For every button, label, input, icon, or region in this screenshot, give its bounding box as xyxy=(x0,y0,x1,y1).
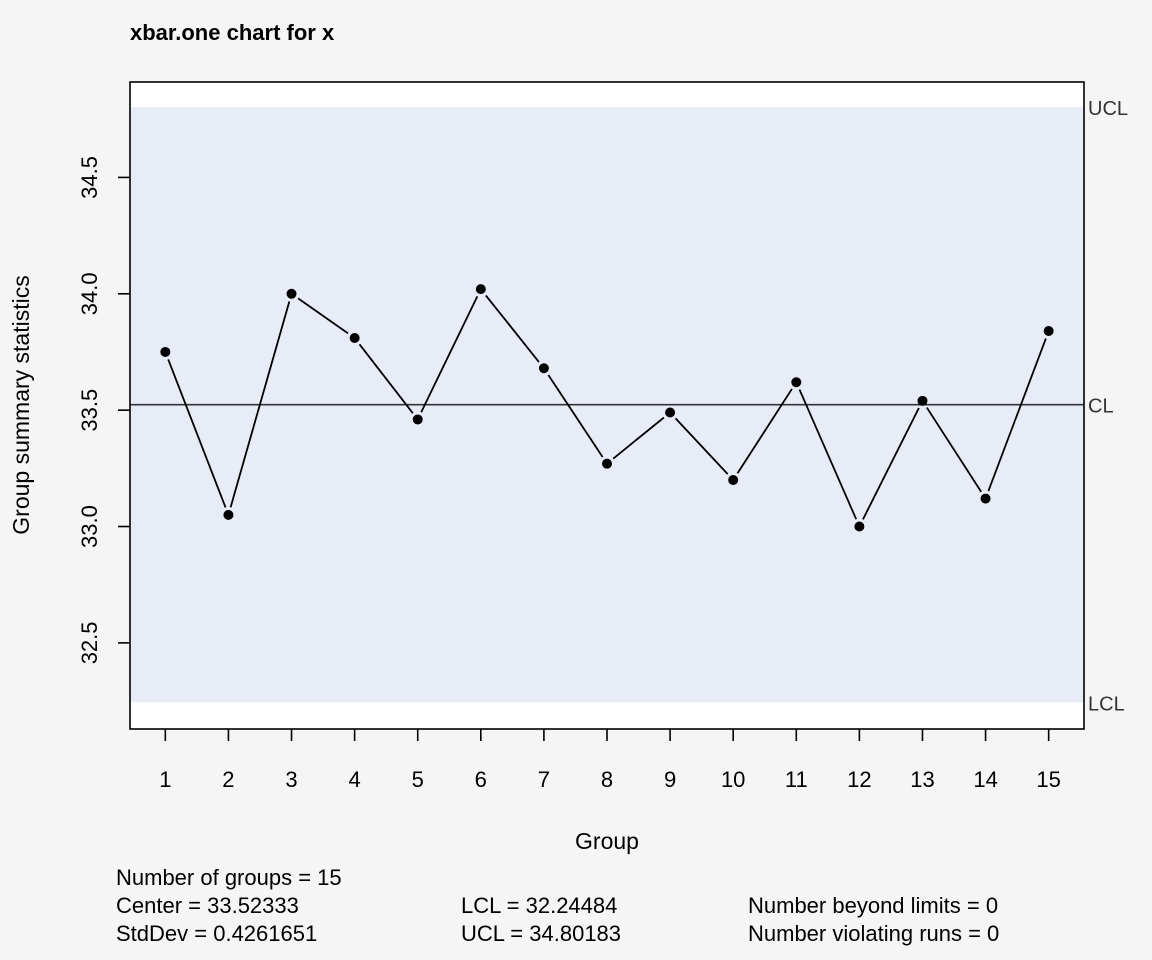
data-point xyxy=(665,407,676,418)
data-point xyxy=(223,509,234,520)
data-point xyxy=(791,377,802,388)
cl-label: CL xyxy=(1088,396,1114,418)
x-tick-label: 14 xyxy=(973,767,997,792)
series-segment xyxy=(229,301,291,508)
data-point xyxy=(349,333,360,344)
data-point xyxy=(412,414,423,425)
series-layer xyxy=(160,284,1054,532)
series-segment xyxy=(862,407,920,520)
x-tick-label: 12 xyxy=(847,767,871,792)
x-tick-label: 1 xyxy=(159,767,171,792)
x-tick-label: 3 xyxy=(285,767,297,792)
stats-middle: LCL = 32.24484 UCL = 34.80183 xyxy=(461,892,621,948)
series-segment xyxy=(358,343,414,414)
series-segment xyxy=(297,297,349,335)
series-segment xyxy=(485,294,540,363)
data-point xyxy=(286,288,297,299)
data-point xyxy=(980,493,991,504)
stat-stddev: StdDev = 0.4261651 xyxy=(116,921,318,946)
series-segment xyxy=(798,389,858,520)
data-point xyxy=(475,284,486,295)
series-segment xyxy=(736,388,793,474)
x-tick-label: 6 xyxy=(475,767,487,792)
x-tick-label: 8 xyxy=(601,767,613,792)
lcl-label: LCL xyxy=(1088,693,1125,715)
y-axis: 32.5 33.0 33.5 34.0 34.5 xyxy=(77,156,130,664)
y-tick-label: 34.5 xyxy=(77,156,102,199)
series-segment xyxy=(674,417,729,475)
x-tick-label: 10 xyxy=(721,767,745,792)
stat-lcl: LCL = 32.24484 xyxy=(461,893,618,918)
y-axis-label: Group summary statistics xyxy=(8,275,34,534)
x-tick-label: 11 xyxy=(785,767,808,792)
series-segment xyxy=(167,359,227,508)
stat-beyond-limits: Number beyond limits = 0 xyxy=(748,893,999,918)
ucl-label: UCL xyxy=(1088,98,1128,120)
series-segment xyxy=(612,416,665,460)
x-axis-label: Group xyxy=(575,828,639,854)
stat-ucl: UCL = 34.80183 xyxy=(461,921,622,946)
x-tick-label: 2 xyxy=(222,767,234,792)
y-tick-label: 32.5 xyxy=(77,621,102,664)
series-segment xyxy=(420,295,479,413)
data-point xyxy=(917,395,928,406)
series-segment xyxy=(547,374,604,458)
data-point xyxy=(538,363,549,374)
stats-left: Number of groups = 15 Center = 33.52333 … xyxy=(116,864,342,948)
x-tick-label: 13 xyxy=(910,767,934,792)
x-tick-label: 15 xyxy=(1036,767,1060,792)
x-tick-label: 9 xyxy=(664,767,676,792)
data-point xyxy=(1043,326,1054,337)
y-tick-label: 34.0 xyxy=(77,272,102,315)
stat-center: Center = 33.52333 xyxy=(116,893,299,918)
y-tick-label: 33.5 xyxy=(77,389,102,432)
data-point xyxy=(854,521,865,532)
stat-violating-runs: Number violating runs = 0 xyxy=(748,921,1000,946)
x-axis: 1 2 3 4 5 6 7 8 9 10 11 12 13 14 15 xyxy=(159,729,1061,792)
stats-right: Number beyond limits = 0 Number violatin… xyxy=(748,892,999,948)
data-point xyxy=(728,474,739,485)
y-tick-label: 33.0 xyxy=(77,505,102,548)
x-tick-label: 5 xyxy=(412,767,424,792)
data-point xyxy=(160,346,171,357)
x-tick-label: 4 xyxy=(348,767,360,792)
chart-title: xbar.one chart for x xyxy=(130,20,335,45)
x-tick-label: 7 xyxy=(538,767,550,792)
data-point xyxy=(602,458,612,469)
series-segment xyxy=(987,338,1047,492)
series-segment xyxy=(926,407,982,493)
stat-number-of-groups: Number of groups = 15 xyxy=(116,865,342,890)
